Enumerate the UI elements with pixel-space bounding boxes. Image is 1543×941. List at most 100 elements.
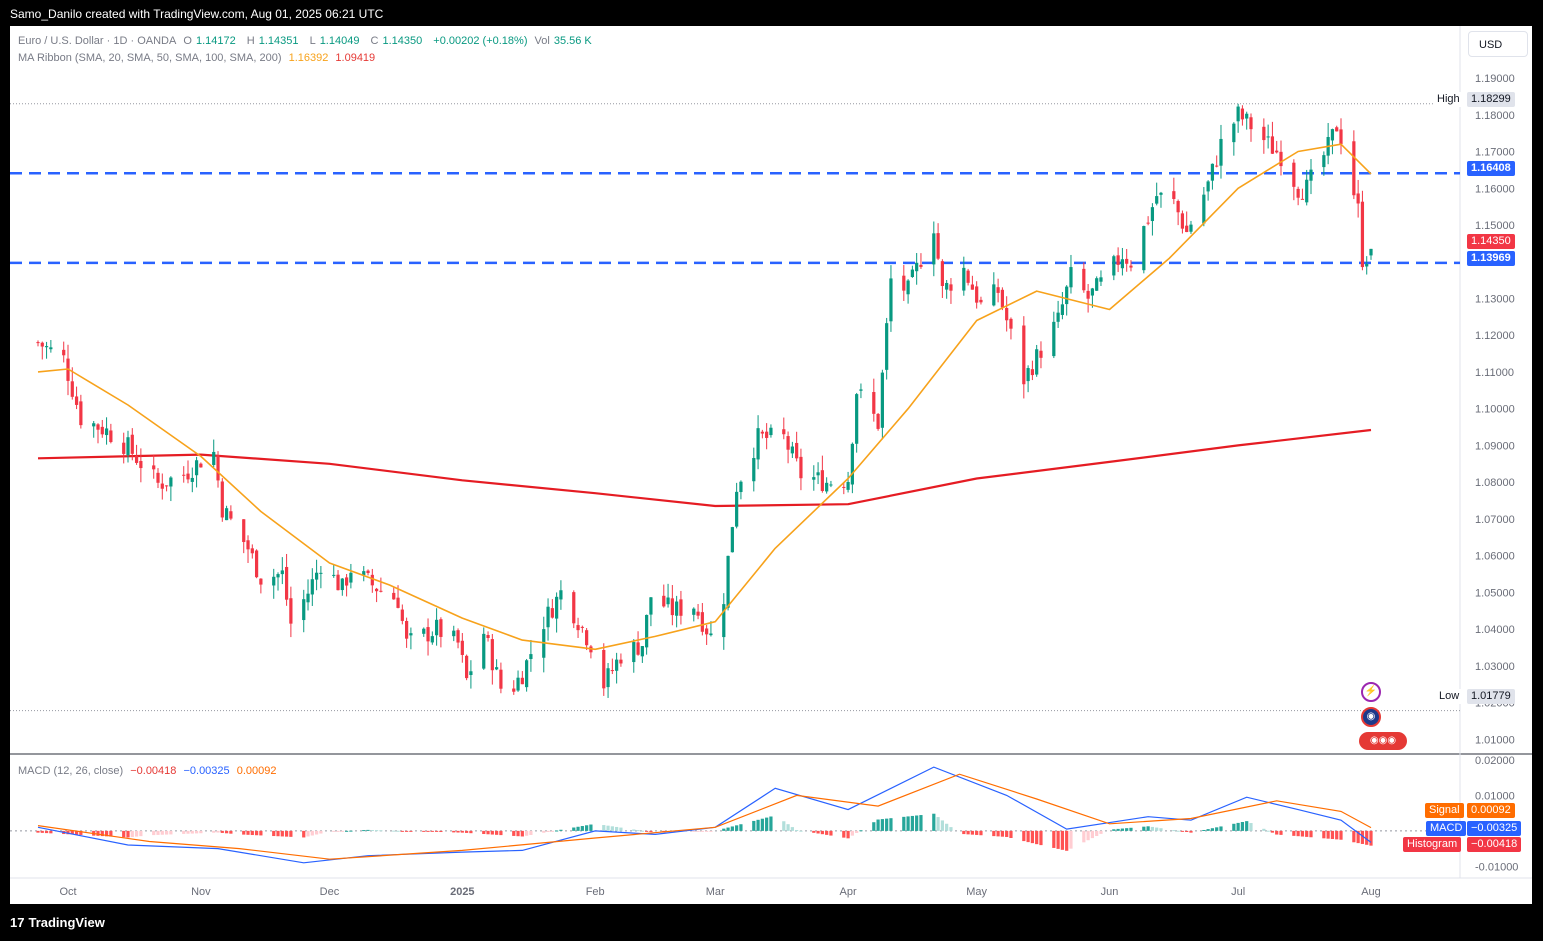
macd-hist-bar (850, 830, 854, 836)
candle (975, 281, 979, 309)
candle (700, 602, 704, 636)
candle (769, 424, 773, 438)
signal-value-tag: 0.00092 (1467, 803, 1515, 818)
flags-event-icon[interactable]: ◉◉◉ (1359, 732, 1407, 750)
macd-label-tag: MACD (1426, 821, 1467, 836)
candle-body (795, 442, 799, 459)
candle (456, 628, 460, 649)
globe-event-icon[interactable]: ◉ (1361, 707, 1381, 727)
candle (216, 451, 220, 488)
candle (1326, 123, 1330, 165)
candle-body (876, 413, 880, 429)
macd-hist-bar (555, 830, 559, 832)
candle-body (452, 630, 456, 637)
candle-body (469, 671, 473, 675)
candle (1030, 360, 1034, 381)
candle-body (1125, 258, 1129, 264)
candle-body (1309, 169, 1313, 181)
macd-hist-bar (975, 830, 979, 835)
candle (855, 392, 859, 453)
macd-hist-bar (1275, 830, 1279, 835)
candle (246, 535, 250, 564)
y-tick-label: 1.19000 (1475, 73, 1515, 85)
high-value: 1.14351 (258, 35, 299, 47)
candle-body (949, 284, 953, 291)
candle (945, 279, 949, 299)
currency-button[interactable]: USD (1468, 31, 1528, 57)
macd-hist-bar (1232, 823, 1236, 831)
candle (675, 595, 679, 628)
candle (250, 544, 254, 559)
sma200-path (37, 428, 1372, 508)
macd-hist-bar (1125, 828, 1129, 831)
footer-brand[interactable]: 17 TradingView (10, 915, 105, 930)
candle-body (44, 346, 49, 348)
macd-hist-bar (1052, 830, 1056, 848)
candle-body (675, 601, 679, 616)
candle-body (1082, 268, 1086, 291)
macd-hist-bar (1369, 830, 1373, 846)
macd-hist-bar (182, 830, 186, 834)
flash-event-icon[interactable]: ⚡ (1361, 682, 1381, 702)
candle-body (366, 570, 370, 574)
candle (259, 578, 263, 594)
macd-hist-bar (40, 830, 44, 833)
macd-hist-bar (272, 830, 276, 837)
candle (44, 341, 49, 359)
macd-hist-bar (1206, 829, 1210, 831)
candle (782, 417, 786, 440)
candle-body (212, 451, 216, 465)
candle-body (1360, 201, 1365, 268)
candle (1099, 270, 1103, 286)
macd-hist-bar (730, 826, 734, 831)
candle-body (670, 598, 674, 616)
candle (585, 628, 589, 651)
candle-body (465, 655, 469, 679)
candle-body (812, 477, 816, 480)
macd-name[interactable]: MACD (12, 26, close) (18, 765, 124, 777)
candle (224, 505, 229, 521)
candle-body (1369, 248, 1373, 256)
candle-body (139, 460, 143, 469)
candle (400, 604, 404, 625)
candle-body (979, 299, 983, 303)
candle-body (435, 619, 439, 636)
macd-hist-bar (1189, 830, 1193, 833)
hist-label-tag: Histogram (1403, 837, 1462, 852)
candle-body (422, 628, 426, 634)
candle-body (829, 484, 833, 486)
candle (332, 564, 336, 578)
support-tag: 1.13969 (1467, 251, 1515, 266)
macd-hist-bar (396, 830, 400, 832)
macd-hist-bar (640, 830, 644, 832)
candle-body (126, 437, 130, 456)
x-tick-label: Jun (1101, 886, 1119, 898)
macd-hist-bar (164, 830, 169, 835)
candle-body (246, 540, 250, 550)
macd-hist-bar (216, 830, 220, 833)
candle-body (666, 597, 670, 605)
macd-hist-bar (1069, 830, 1073, 849)
volume-value: 35.56 K (553, 35, 592, 47)
candle-body (1236, 106, 1240, 122)
y-tick-label: 1.08000 (1475, 477, 1515, 489)
macd-hist-bar (122, 830, 126, 838)
symbol-name[interactable]: Euro / U.S. Dollar · 1D · OANDA (18, 35, 177, 47)
candle (559, 580, 563, 610)
candle-body (799, 456, 803, 479)
y-tick-label: 1.06000 (1475, 551, 1515, 563)
macd-hist-bar (705, 830, 709, 832)
macd-hist-bar (74, 830, 79, 835)
candle-body (430, 636, 434, 643)
candle-body (40, 342, 44, 347)
candle (1185, 211, 1189, 233)
candle-body (855, 394, 859, 444)
candle (370, 568, 374, 593)
candle (580, 625, 584, 633)
candle-body (970, 284, 974, 290)
candle (336, 570, 340, 591)
candle-body (726, 555, 730, 608)
candle (842, 482, 846, 495)
ma-ribbon-name[interactable]: MA Ribbon (SMA, 20, SMA, 50, SMA, 100, S… (18, 52, 282, 64)
